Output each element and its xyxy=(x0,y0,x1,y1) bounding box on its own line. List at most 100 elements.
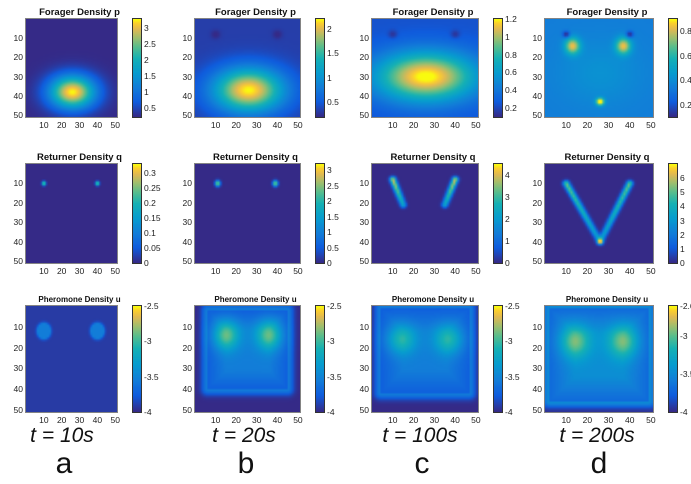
panel-b-row2-xtick: 20 xyxy=(231,266,241,276)
panel-d-row3-colorbar-tick: -3.5 xyxy=(680,369,691,380)
panel-b-row3-ytick: 30 xyxy=(182,363,192,374)
panel-b-row1-colorbar-tick: 1 xyxy=(327,72,332,83)
panel-b-row3-xtick: 10 xyxy=(210,415,221,425)
panel-b-row2-axes xyxy=(194,163,301,264)
panel-c-row2-frame xyxy=(371,163,479,264)
panel-b-row3-xtick: 50 xyxy=(293,415,303,425)
panel-c-row1-colorbar-tick: 0.8 xyxy=(505,49,517,60)
panel-c-row2-xtick: 10 xyxy=(388,266,398,276)
panel-b-row2-colorbar xyxy=(315,163,325,264)
panel-d-row3-xtick: 10 xyxy=(561,415,571,425)
panel-c-row1-ytick: 30 xyxy=(359,71,369,82)
panel-a-row2-xtick: 50 xyxy=(110,266,120,276)
panel-b-row2-colorbar-tick: 2 xyxy=(327,196,332,207)
panel-c-row1-colorbar-tick: 0.6 xyxy=(505,67,517,78)
panel-d-row2-colorbar-tick: 2 xyxy=(680,229,685,240)
panel-b-row2-heatmap xyxy=(195,164,300,263)
panel-b-row3-xtick: 30 xyxy=(252,415,262,425)
panel-d-row1-ytick: 50 xyxy=(532,110,542,121)
panel-a-row2-heatmap xyxy=(26,164,117,263)
panel-b-row1-ytick: 30 xyxy=(182,71,192,82)
panel-a-row2-axes xyxy=(25,163,118,264)
panel-a-row2-ytick: 50 xyxy=(13,256,23,267)
panel-d-row3-colorbar-tick: -2.6 xyxy=(680,301,691,311)
panel-c-row2-ytick: 30 xyxy=(359,217,369,228)
panel-d-row2-xtick: 10 xyxy=(561,266,571,276)
panel-c-row2-axes xyxy=(371,163,479,264)
panel-a-row1-ytick: 50 xyxy=(13,110,23,121)
panel-d-row1-ytick: 30 xyxy=(532,71,542,82)
panel-a-row2-xtick: 30 xyxy=(74,266,85,276)
panel-b-row2-colorbar-tick: 1.5 xyxy=(327,211,339,222)
panel-a-row3-colorbar-tick: -3.5 xyxy=(144,371,159,382)
panel-c-row3-xtick: 30 xyxy=(429,415,440,425)
panel-a-row1-ytick: 10 xyxy=(13,33,23,44)
panel-c-row1-ytick: 20 xyxy=(359,52,369,63)
panel-a-row2-colorbar xyxy=(132,163,142,264)
panel-a-row2-ytick: 30 xyxy=(13,217,23,228)
panel-b-row1-colorbar-tick: 0.5 xyxy=(327,97,339,108)
panel-b-row2-colorbar-tick: 0 xyxy=(327,258,332,268)
panel-a-row2-title: Returner Density q xyxy=(37,152,122,163)
panel-d-row2-frame xyxy=(544,163,654,264)
panel-d-row2-xtick: 50 xyxy=(646,266,656,276)
panel-b-row1-ytick: 40 xyxy=(182,90,192,101)
panel-a-row3-colorbar-tick: -3 xyxy=(144,336,152,347)
panel-c-row1-ytick: 50 xyxy=(359,110,369,121)
panel-c-row2-ytick: 40 xyxy=(359,236,369,247)
panel-c-row2-xtick: 50 xyxy=(471,266,481,276)
panel-d-row3-frame xyxy=(544,305,654,413)
panel-b-row1-ytick: 20 xyxy=(182,52,192,63)
panel-b-row3-xtick: 20 xyxy=(231,415,241,425)
panel-b-row3-heatmap xyxy=(195,306,300,412)
panel-a-row3-ytick: 30 xyxy=(13,363,23,374)
panel-a-row1-colorbar-tick: 2.5 xyxy=(144,39,156,50)
panel-d-row2-colorbar-tick: 3 xyxy=(680,215,685,226)
panel-c-row1-colorbar-tick: 1.2 xyxy=(505,14,517,24)
panel-a-row1-heatmap xyxy=(26,19,117,117)
panel-d-row1-colorbar-tick: 0.2 xyxy=(680,99,691,110)
panel-b-row3-colorbar-tick: -2.5 xyxy=(327,301,342,311)
panel-d-row2-colorbar-tick: 6 xyxy=(680,173,685,184)
panel-b-row3-ytick: 50 xyxy=(182,404,192,415)
panel-a-row3-xtick: 50 xyxy=(110,415,120,425)
panel-b-row1-ytick: 50 xyxy=(182,110,192,121)
panel-c-row1-colorbar xyxy=(493,18,503,118)
panel-a-row3-ytick: 10 xyxy=(13,321,23,332)
panel-d-row1-colorbar xyxy=(668,18,678,118)
panel-a-row3-colorbar-tick: -2.5 xyxy=(144,301,159,311)
panel-d-row1-xtick: 40 xyxy=(624,120,635,130)
panel-c-row3-colorbar xyxy=(493,305,503,413)
panel-c-row1-colorbar-tick: 1 xyxy=(505,31,510,42)
panel-a-row2-colorbar-tick: 0 xyxy=(144,258,149,268)
panel-d-row3-ytick: 30 xyxy=(532,363,542,374)
time-label-a: t = 10s xyxy=(30,424,94,447)
panel-d-row1-title: Forager Density p xyxy=(566,7,648,18)
panel-c-row3-ytick: 20 xyxy=(359,342,369,353)
panel-d-row1-xtick: 10 xyxy=(561,120,571,130)
panel-a-row1-ytick: 20 xyxy=(13,52,23,63)
panel-b-row2-ytick: 20 xyxy=(182,197,192,208)
panel-a-row3-ytick: 40 xyxy=(13,384,23,395)
panel-d-row3-xtick: 40 xyxy=(624,415,635,425)
panel-a-row3-ytick: 20 xyxy=(13,342,23,353)
column-letter-c: c xyxy=(414,447,430,480)
panel-b-row3-xtick: 40 xyxy=(272,415,283,425)
panel-c-row3-ytick: 30 xyxy=(359,363,369,374)
panel-d-row1-frame xyxy=(544,18,654,118)
panel-b-row1-frame xyxy=(194,18,301,118)
panel-b-row3-colorbar-tick: -3.5 xyxy=(327,371,342,382)
panel-a-row2-ytick: 40 xyxy=(13,236,23,247)
panel-d-row2-heatmap xyxy=(545,164,653,263)
panel-a-row2-xtick: 20 xyxy=(56,266,67,276)
panel-c-row1-xtick: 50 xyxy=(471,120,481,130)
panel-c-row2-colorbar-tick: 3 xyxy=(505,192,510,202)
panel-c-row1-frame xyxy=(371,18,479,118)
panel-c-row2-heatmap xyxy=(372,164,478,263)
panel-d-row3-ytick: 10 xyxy=(532,321,542,332)
panel-b-row2-colorbar-tick: 3 xyxy=(327,165,332,176)
panel-c-row1-heatmap xyxy=(372,19,478,117)
panel-d-row1-heatmap xyxy=(545,19,653,117)
panel-a-row3-xtick: 30 xyxy=(74,415,85,425)
